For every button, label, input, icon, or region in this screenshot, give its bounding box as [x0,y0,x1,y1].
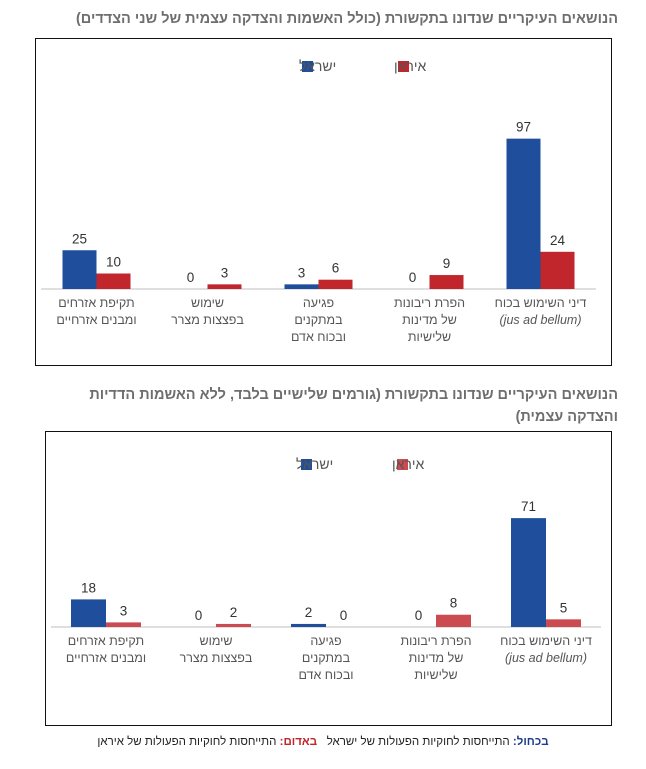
data-label-israel-4: 18 [81,580,96,595]
bar-israel-0 [511,518,546,627]
data-label-israel-1: 0 [409,270,417,285]
legend-swatch-israel [302,61,313,72]
data-label-iran-3: 2 [230,605,238,620]
data-label-iran-1: 8 [450,596,458,611]
category-label-2-0: פגיעה [303,296,334,310]
bar-iran-2 [318,279,353,289]
category-label-3-0: שימוש [199,634,232,648]
bar-israel-2 [284,284,319,289]
data-label-iran-2: 6 [332,261,340,276]
chart1-container: ישראל איראן 97 24 דיני השימוש בכוח (jus ad be… [35,38,612,366]
footer-legend: בכחול: התייחסות לחוקיות הפעולות של ישראל… [0,736,646,748]
footer-blue-label: בכחול: [512,736,549,748]
bar-iran-4 [106,622,141,627]
footer-red-text: התייחסות לחוקיות הפעולות של איראן [97,736,277,748]
data-label-iran-4: 10 [106,255,121,270]
bar-israel-4 [71,599,106,627]
bar-iran-0 [540,251,575,289]
category-label-1-2: שלישיות [408,330,451,344]
category-label-0-0: דיני השימוש בכוח [495,296,587,310]
category-label-4-0: תקיפת אזרחים [68,634,144,648]
data-label-israel-2: 2 [305,605,313,620]
category-label-2-1: במתקנים [302,651,351,665]
chart1-svg: ישראל איראן 97 24 דיני השימוש בכוח (jus ad be… [41,58,596,344]
chart2-title: הנושאים העיקריים שנדונו בתקשורת (גורמים … [89,387,618,425]
legend-label-israel: ישראל [296,456,333,472]
bar-israel-2 [291,623,326,627]
data-label-iran-0: 5 [560,600,568,615]
category-label-0-0: דיני השימוש בכוח [500,634,592,648]
data-label-iran-2: 0 [340,608,348,623]
data-label-iran-1: 9 [443,256,451,271]
category-label-1-2: שלישיות [414,668,457,682]
bar-israel-0 [506,138,541,289]
category-label-2-2: ובכוח אדם [291,330,346,344]
bar-iran-3 [216,623,251,627]
data-label-israel-2: 3 [298,265,306,280]
category-label-1-1: של מדינות [409,651,464,665]
chart1-title: הנושאים העיקריים שנדונו בתקשורת (כולל הא… [75,11,618,27]
bar-iran-1 [436,614,471,627]
data-label-israel-0: 97 [516,120,531,135]
category-label-1-0: הפרת ריבונות [400,634,471,648]
bar-iran-3 [207,284,242,289]
category-label-2-1: במתקנים [294,313,343,327]
data-label-israel-4: 25 [72,231,87,246]
data-label-israel-3: 0 [195,608,203,623]
data-label-iran-3: 3 [221,265,229,280]
bar-israel-4 [62,250,97,289]
category-label-2-0: פגיעה [310,634,341,648]
bar-iran-0 [546,619,581,627]
data-label-israel-1: 0 [415,608,423,623]
legend-swatch-iran [398,61,409,72]
category-label-4-1: ומבנים אזרחיים [56,313,136,327]
legend-label-iran: איראן [394,58,427,74]
legend-swatch-iran [397,459,408,470]
chart2-svg: ישראל איראן 71 5 דיני השימוש בכוח (jus ad bel… [51,456,601,682]
legend-swatch-israel [301,459,312,470]
category-label-3-0: שימוש [191,296,224,310]
legend-label-israel: ישראל [299,58,336,74]
category-label-3-1: בפצצות מצרר [171,313,244,327]
category-label-4-0: תקיפת אזרחים [58,296,134,310]
category-label-2-2: ובכוח אדם [298,668,353,682]
footer-blue-text: התייחסות לחוקיות הפעולות של ישראל [326,736,510,748]
bar-iran-1 [429,275,464,289]
bar-iran-4 [96,273,131,289]
data-label-iran-0: 24 [550,233,566,248]
chart2-container: ישראל איראן 71 5 דיני השימוש בכוח (jus ad bel… [45,431,612,726]
data-label-iran-4: 3 [120,603,128,618]
category-label-3-1: בפצצות מצרר [180,651,253,665]
category-label-4-1: ומבנים אזרחיים [66,651,146,665]
footer-red-label: באדום: [279,736,318,748]
legend-label-iran: איראן [392,456,425,472]
category-label-1-0: הפרת ריבונות [394,296,465,310]
category-label-1-1: של מדינות [402,313,457,327]
data-label-israel-0: 71 [521,499,536,514]
data-label-israel-3: 0 [187,270,195,285]
category-label-0-1: (jus ad bellum) [505,651,587,665]
category-label-0-1: (jus ad bellum) [500,313,582,327]
